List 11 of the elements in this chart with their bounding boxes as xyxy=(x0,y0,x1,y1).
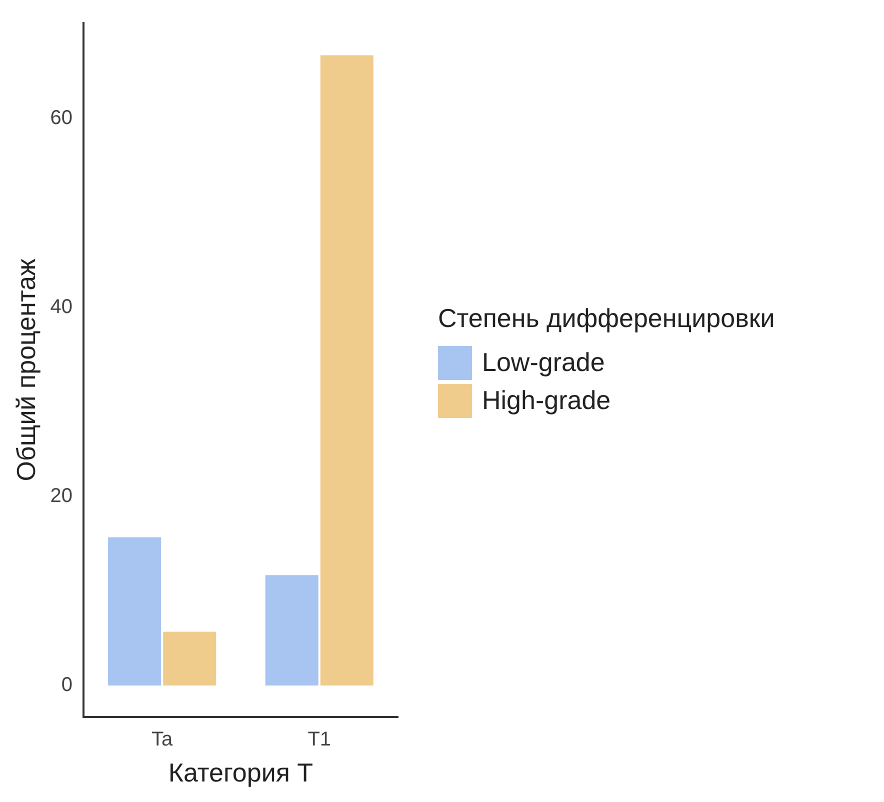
x-axis-title: Категория T xyxy=(168,758,314,788)
x-tick-label: T1 xyxy=(308,728,332,750)
y-tick-label: 60 xyxy=(50,106,72,129)
y-axis-title: Общий процентаж xyxy=(10,258,41,482)
y-tick-label: 40 xyxy=(50,296,72,318)
legend-label: High-grade xyxy=(482,385,611,416)
x-tick-label: Ta xyxy=(152,728,174,750)
y-tick-label: 20 xyxy=(50,485,72,508)
legend-title: Степень дифференцировки xyxy=(438,302,775,334)
y-tick-label: 0 xyxy=(61,674,72,696)
legend-label: Low-grade xyxy=(482,347,605,378)
